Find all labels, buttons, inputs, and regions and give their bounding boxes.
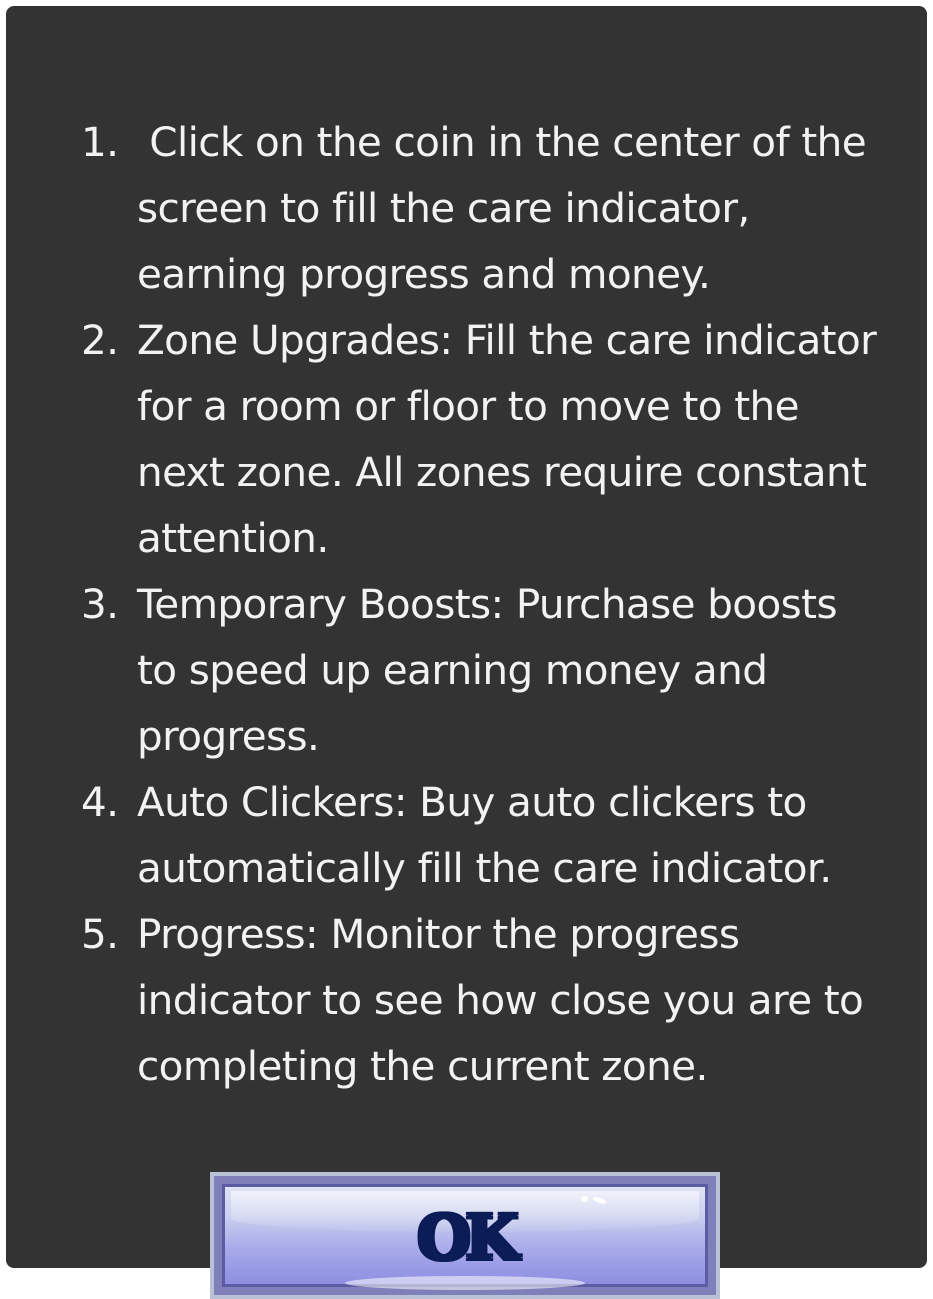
list-item-text: Auto Clickers: Buy auto clickers to auto… [137, 778, 832, 892]
list-item: 3. Temporary Boosts: Purchase boosts to … [81, 571, 881, 769]
instructions-list: 1. Click on the coin in the center of th… [81, 109, 881, 1099]
list-item-text: Temporary Boosts: Purchase boosts to spe… [137, 580, 838, 760]
list-item: 1. Click on the coin in the center of th… [81, 109, 881, 307]
list-item: 4. Auto Clickers: Buy auto clickers to a… [81, 769, 881, 901]
button-shine [231, 1191, 699, 1232]
list-item-number: 1. [81, 118, 119, 166]
glint-dot [581, 1196, 588, 1202]
ok-button-face: OK [222, 1184, 708, 1290]
instructions-dialog: 1. Click on the coin in the center of th… [6, 6, 927, 1268]
list-item-number: 4. [81, 778, 119, 826]
ok-button-label: OK [416, 1200, 521, 1276]
list-item-number: 2. [81, 316, 119, 364]
list-item-text: Click on the coin in the center of the s… [137, 118, 879, 298]
button-glow [345, 1276, 585, 1290]
list-item-number: 5. [81, 910, 119, 958]
list-item: 2. Zone Upgrades: Fill the care indicato… [81, 307, 881, 571]
list-item-number: 3. [81, 580, 119, 628]
list-item-text: Progress: Monitor the progress indicator… [137, 910, 864, 1090]
list-item: 5. Progress: Monitor the progress indica… [81, 901, 881, 1099]
ok-button[interactable]: OK [210, 1172, 720, 1299]
list-item-text: Zone Upgrades: Fill the care indicator f… [137, 316, 877, 562]
